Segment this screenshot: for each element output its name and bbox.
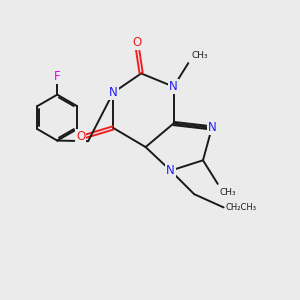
Text: O: O	[76, 130, 86, 143]
Text: N: N	[208, 122, 216, 134]
Text: N: N	[169, 80, 178, 93]
Text: CH₃: CH₃	[219, 188, 236, 197]
Text: CH₃: CH₃	[191, 51, 208, 60]
Text: F: F	[54, 70, 61, 83]
Text: N: N	[166, 164, 175, 177]
Text: CH₂CH₃: CH₂CH₃	[226, 203, 257, 212]
Text: N: N	[109, 86, 118, 99]
Text: O: O	[132, 36, 141, 49]
